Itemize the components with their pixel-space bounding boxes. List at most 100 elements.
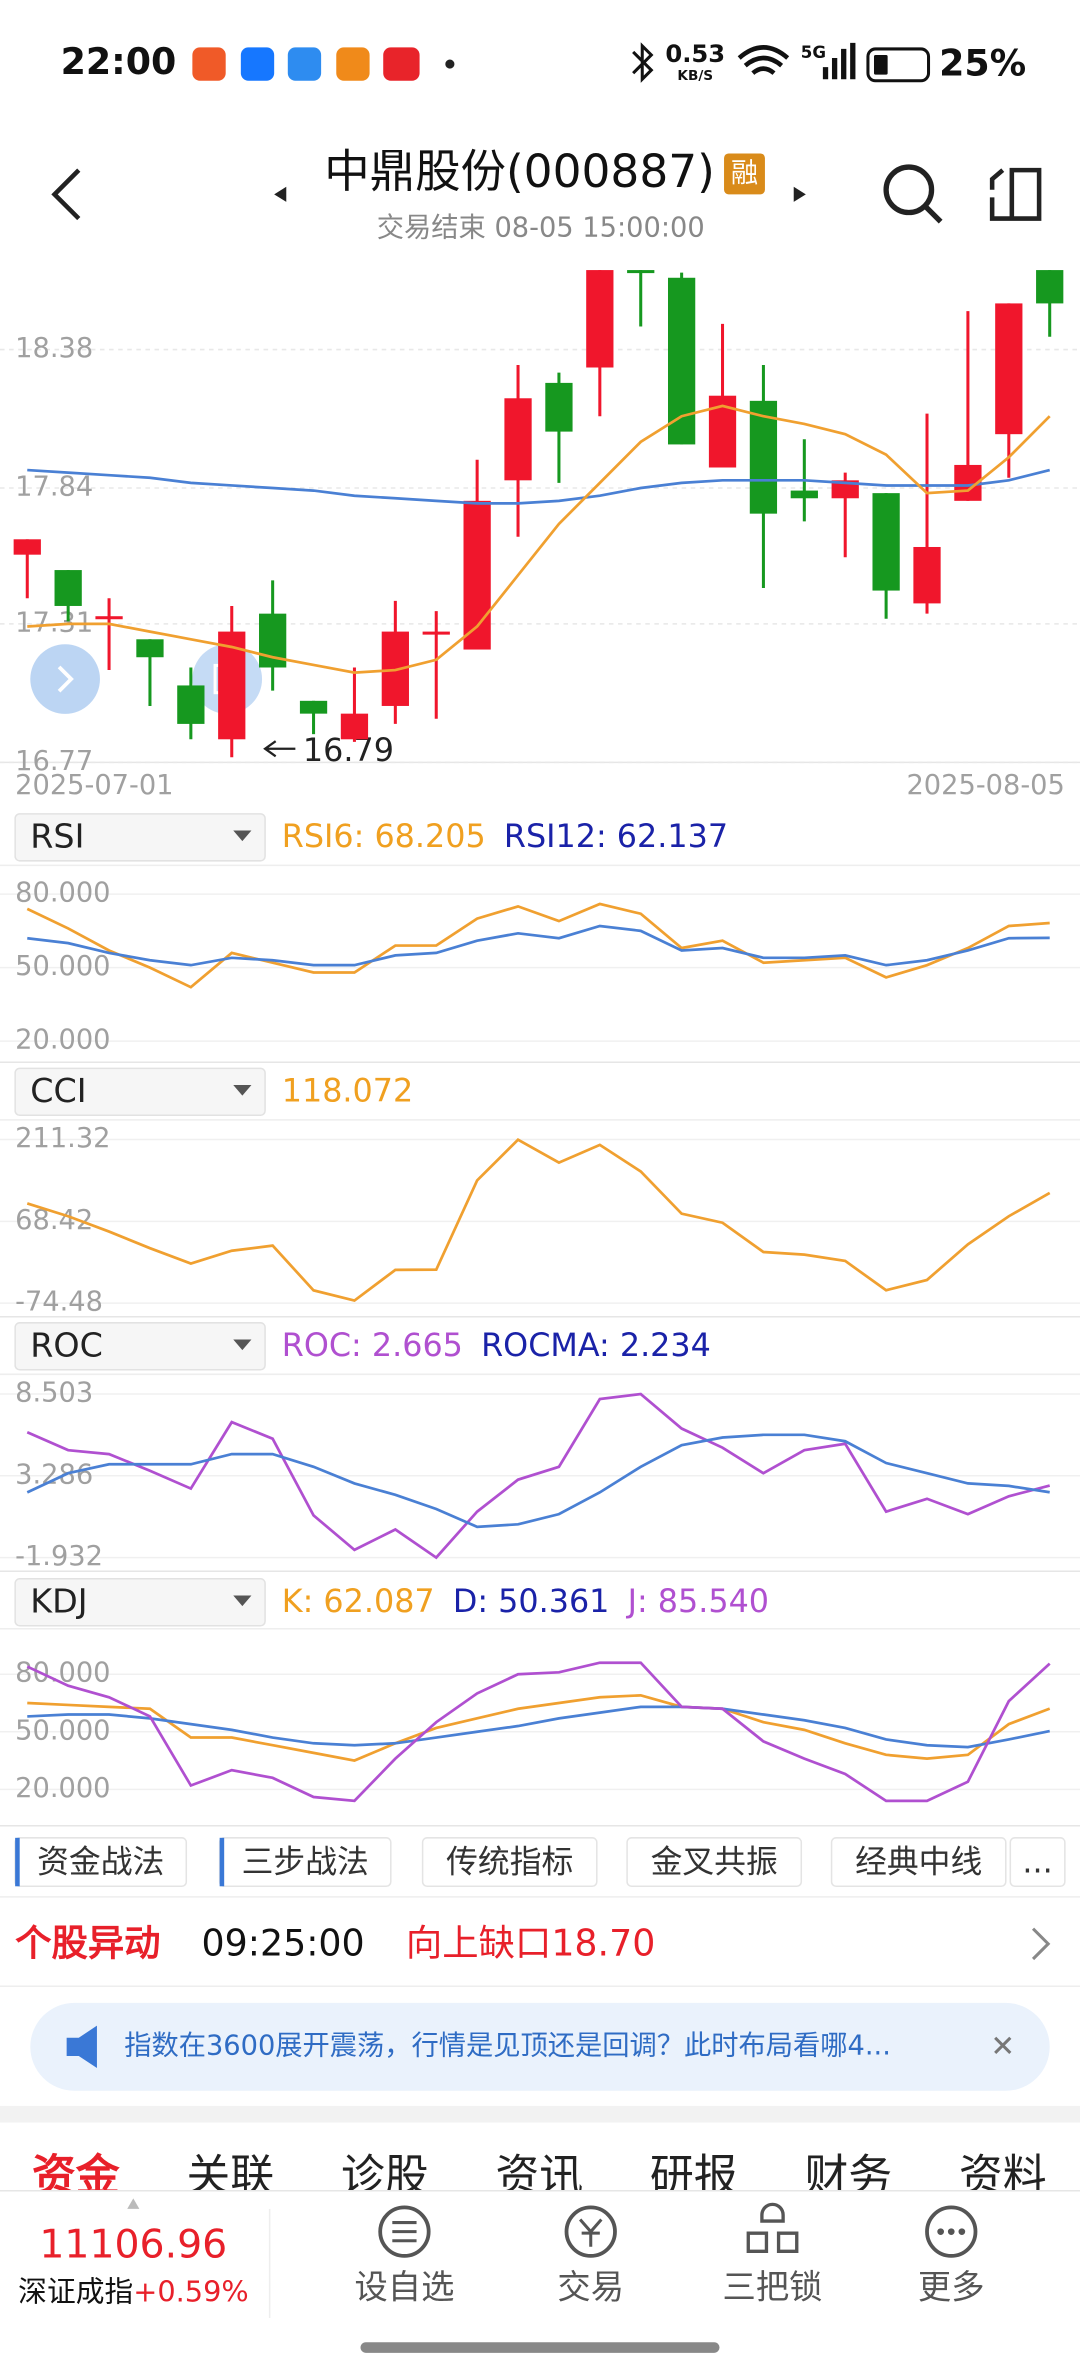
- y-tick-label: 211.32: [15, 1123, 110, 1154]
- candle-body: [749, 400, 778, 514]
- nav-label[interactable]: 三把锁: [723, 2268, 823, 2307]
- nav-label[interactable]: 交易: [557, 2268, 624, 2307]
- y-tick-label: 50.000: [15, 1715, 110, 1746]
- banner[interactable]: [30, 2002, 1050, 2091]
- nav-label[interactable]: 更多: [918, 2268, 985, 2307]
- indicator-selector[interactable]: [14, 1322, 266, 1371]
- index-value: 11106.96: [39, 2221, 227, 2267]
- indicator-selector[interactable]: [14, 1578, 266, 1627]
- expand-chevron: [57, 665, 74, 693]
- nav-icon: [947, 2228, 955, 2235]
- tab[interactable]: [830, 1837, 1007, 1888]
- tab-accent: [15, 1837, 20, 1887]
- nav-icon: [937, 2228, 944, 2235]
- index-name: 深证成指: [18, 2275, 133, 2309]
- banner-close[interactable]: [994, 2036, 1012, 2054]
- selector-label: RSI: [30, 817, 84, 856]
- net-speed: 0.53: [665, 40, 725, 68]
- selector-arrow: [233, 830, 252, 842]
- section-tab[interactable]: 资料: [959, 2151, 1047, 2202]
- content: 22:00 0.53 KB/S 5G 25% 中鼎股份(000887) 融 交易…: [0, 40, 1080, 2202]
- tab[interactable]: [626, 1837, 803, 1888]
- nav-icon: [958, 2228, 966, 2235]
- y-tick-label: 17.84: [15, 472, 93, 503]
- indicator-selector[interactable]: [14, 813, 266, 862]
- legend-item: D: 50.361: [453, 1583, 610, 1620]
- signal-label: 5G: [801, 43, 826, 62]
- candle-body: [872, 493, 900, 591]
- tab[interactable]: [1009, 1837, 1066, 1888]
- home-indicator: [360, 2342, 720, 2353]
- y-tick-label: 20.000: [15, 1025, 110, 1056]
- indicator-line: [27, 468, 1051, 505]
- nav-icon: [392, 2221, 417, 2243]
- section-tab[interactable]: 研报: [650, 2151, 738, 2202]
- tab-label: 三步战法: [242, 1844, 369, 1881]
- candle-body: [586, 270, 614, 368]
- legend-item: J: 85.540: [626, 1583, 769, 1620]
- y-tick-label: -74.48: [15, 1287, 103, 1318]
- low-arrow: [263, 740, 296, 758]
- back-button[interactable]: [51, 168, 81, 221]
- selector-label: ROC: [30, 1326, 103, 1365]
- y-tick-label: 18.38: [15, 333, 93, 364]
- section-tab[interactable]: 资金: [32, 2151, 120, 2202]
- section-tab[interactable]: 财务: [804, 2151, 892, 2202]
- tab[interactable]: [421, 1837, 598, 1888]
- switch-icon[interactable]: [989, 167, 1042, 221]
- candle-body: [54, 570, 82, 606]
- tab-accent: [219, 1837, 225, 1887]
- alert-label: 个股异动: [15, 1921, 160, 1964]
- nav-icon: [564, 2205, 617, 2258]
- alert-time: 09:25:00: [201, 1921, 364, 1964]
- nav-icon: [746, 2202, 799, 2254]
- spacer: [0, 2105, 1080, 2123]
- expand-button[interactable]: [30, 644, 100, 714]
- app-icon: [240, 47, 275, 81]
- dot: [445, 59, 455, 69]
- search-icon[interactable]: [883, 164, 935, 216]
- y-tick-label: 80.000: [15, 878, 110, 909]
- next-stock[interactable]: [793, 186, 806, 202]
- section-tab[interactable]: 诊股: [341, 2151, 429, 2202]
- candle-body: [667, 277, 696, 445]
- section-tab[interactable]: 资讯: [495, 2151, 583, 2202]
- app-icon: [383, 47, 420, 81]
- y-tick-label: 50.000: [15, 951, 110, 982]
- candle-body: [422, 631, 450, 635]
- indicator-line: [27, 404, 1051, 674]
- prev-stock[interactable]: [274, 186, 287, 202]
- indicator-line: [26, 1392, 1051, 1560]
- indicator-line: [26, 1433, 1050, 1529]
- indicator-line: [26, 1138, 1051, 1303]
- battery-level: [873, 54, 888, 75]
- alert-chevron[interactable]: [1031, 1927, 1051, 1961]
- index-change: +0.59%: [133, 2275, 248, 2309]
- megaphone-icon: [66, 2025, 97, 2069]
- candle-body: [790, 490, 818, 499]
- expand-arrow[interactable]: [127, 2198, 140, 2209]
- candle-body: [995, 303, 1023, 435]
- candle-body: [95, 616, 123, 620]
- selector-label: KDJ: [30, 1582, 87, 1621]
- tab-label: 资金战法: [37, 1844, 164, 1881]
- search-handle: [923, 204, 943, 224]
- candle-body: [299, 700, 328, 714]
- nav-label[interactable]: 设自选: [354, 2268, 454, 2307]
- signal-bars: [822, 42, 856, 80]
- legend-item: ROCMA: 2.234: [481, 1327, 711, 1364]
- bottom-bar: 11106.96 深证成指 +0.59% 设自选 交易 三把锁 更多: [0, 2189, 1080, 2376]
- nav-icon: [378, 2205, 431, 2258]
- banner-text: 指数在3600展开震荡，行情是见顶还是回调？此时布局看哪4...: [124, 2030, 891, 2061]
- trade-status: 交易结束 08-05 15:00:00: [377, 213, 705, 244]
- candle-body: [1036, 270, 1064, 304]
- indicator-selector[interactable]: [14, 1067, 266, 1117]
- battery-percent: 25%: [939, 42, 1026, 85]
- tab-label: 金叉共振: [651, 1844, 778, 1881]
- indicator-line: [27, 1693, 1051, 1762]
- section-tab[interactable]: 关联: [186, 2151, 274, 2202]
- app-icon: [287, 47, 322, 81]
- section-tabs: 资金 关联 诊股 资讯 研报 财务 资料: [32, 2151, 1047, 2202]
